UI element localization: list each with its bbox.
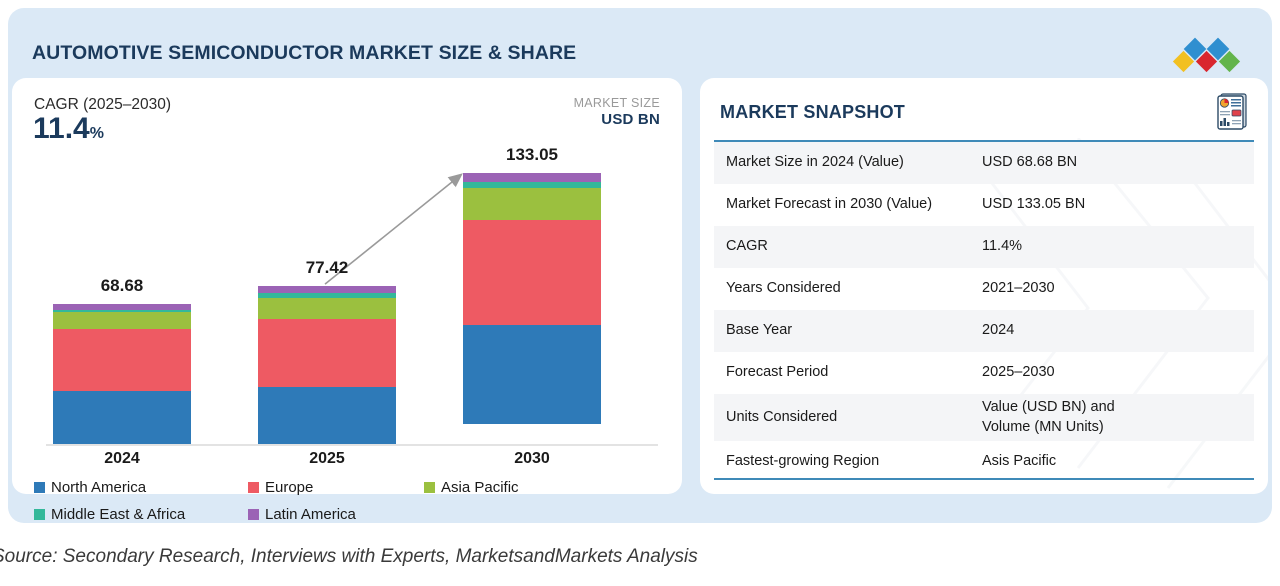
legend-label: Latin America	[265, 506, 356, 523]
legend-label: Europe	[265, 479, 314, 496]
snapshot-row: Market Size in 2024 (Value) USD 68.68 BN	[714, 142, 1254, 184]
snapshot-row-key: Market Forecast in 2030 (Value)	[726, 196, 933, 213]
legend-swatch-icon	[34, 482, 45, 493]
snapshot-row-key: Base Year	[726, 322, 793, 339]
bar-total-label-2030: 133.05	[506, 144, 558, 164]
bar-segment-latin-america	[53, 303, 191, 311]
bar-segment-latin-america	[258, 286, 396, 293]
snapshot-row-value: 2025–2030	[982, 364, 1055, 381]
cagr-percent-sign: %	[89, 125, 104, 142]
snapshot-row: Units Considered Value (USD BN) and Volum…	[714, 394, 1254, 442]
bar-segment-asia-pacific	[258, 298, 396, 320]
x-axis-line	[46, 444, 658, 446]
bar-segment-europe	[53, 328, 191, 391]
x-label-2024: 2024	[104, 450, 140, 467]
legend-item-middle-east-africa[interactable]: Middle East & Africa	[34, 506, 248, 523]
chart-legend: North America Europe Asia Pacific Middle Ea…	[34, 474, 674, 528]
legend-item-europe[interactable]: Europe	[248, 479, 424, 496]
page-title: AUTOMOTIVE SEMICONDUCTOR MARKET SIZE & S…	[32, 42, 577, 64]
snapshot-row-key: CAGR	[726, 238, 768, 255]
bar-total-label-2024: 68.68	[100, 275, 144, 295]
bar-segment-middle-east-africa	[463, 181, 601, 188]
bar-2030	[463, 172, 601, 444]
legend-label: Middle East & Africa	[51, 506, 186, 523]
snapshot-table: Market Size in 2024 (Value) USD 68.68 BN M…	[714, 142, 1254, 483]
snapshot-row-value: 2024	[982, 322, 1015, 339]
snapshot-row: Years Considered 2021–2030	[714, 268, 1254, 310]
snapshot-row: Market Forecast in 2030 (Value) USD 133.0…	[714, 184, 1254, 226]
bar-segment-latin-america	[463, 172, 601, 182]
bar-segment-middle-east-africa	[53, 310, 191, 313]
snapshot-top-rule	[714, 140, 1254, 142]
marketsandmarkets-logo-icon	[1172, 37, 1241, 73]
snapshot-row-value: 2021–2030	[982, 280, 1055, 297]
legend-swatch-icon	[248, 509, 259, 520]
market-size-label: MARKET SIZE	[573, 96, 660, 110]
cagr-label: CAGR (2025–2030)	[34, 96, 171, 113]
snapshot-row-key: Forecast Period	[726, 364, 829, 381]
cagr-value: 11.4%	[33, 114, 104, 144]
snapshot-row-value: Value (USD BN) and Volume (MN Units)	[982, 399, 1115, 435]
bar-segment-north-america	[258, 386, 396, 444]
bar-segment-north-america	[463, 324, 601, 424]
snapshot-row-key: Units Considered	[726, 408, 838, 425]
snapshot-row-key: Market Size in 2024 (Value)	[726, 154, 904, 171]
market-size-unit: USD BN	[601, 111, 660, 128]
legend-label: North America	[51, 479, 147, 496]
snapshot-bottom-rule	[714, 478, 1254, 480]
snapshot-row-key: Fastest-growing Region	[726, 453, 880, 470]
snapshot-title: MARKET SNAPSHOT	[720, 102, 906, 122]
x-label-2025: 2025	[309, 450, 345, 467]
legend-item-north-america[interactable]: North America	[34, 479, 248, 496]
legend-row: Middle East & Africa Latin America	[34, 501, 674, 528]
snapshot-row-key: Years Considered	[726, 280, 841, 297]
report-document-icon	[1217, 93, 1247, 130]
bar-2025	[258, 286, 396, 444]
snapshot-row: Fastest-growing Region Asis Pacific	[714, 441, 1254, 483]
bar-segment-north-america	[53, 390, 191, 444]
snapshot-row-value: 11.4%	[982, 238, 1023, 255]
bar-segment-middle-east-africa	[258, 292, 396, 299]
bar-segment-europe	[463, 220, 601, 325]
legend-swatch-icon	[424, 482, 435, 493]
x-label-2030: 2030	[514, 450, 550, 467]
chart-card: CAGR (2025–2030) 11.4% MARKET SIZE USD B…	[12, 78, 682, 523]
legend-item-latin-america[interactable]: Latin America	[248, 506, 462, 523]
bar-total-label-2025: 77.42	[305, 258, 349, 278]
cagr-number: 11.4	[33, 112, 90, 145]
legend-item-asia-pacific[interactable]: Asia Pacific	[424, 479, 600, 496]
legend-label: Asia Pacific	[441, 479, 519, 496]
source-note: Source: Secondary Research, Interviews w…	[0, 546, 698, 567]
snapshot-row: Forecast Period 2025–2030	[714, 352, 1254, 394]
bar-segment-asia-pacific	[463, 187, 601, 221]
bar-segment-europe	[258, 319, 396, 387]
bar-segment-asia-pacific	[53, 312, 191, 329]
snapshot-row-value: USD 133.05 BN	[982, 196, 1086, 213]
legend-swatch-icon	[248, 482, 259, 493]
snapshot-row-value: USD 68.68 BN	[982, 154, 1078, 171]
snapshot-row-value: Asis Pacific	[982, 453, 1057, 470]
snapshot-row: CAGR 11.4%	[714, 226, 1254, 268]
snapshot-row: Base Year 2024	[714, 310, 1254, 352]
legend-swatch-icon	[34, 509, 45, 520]
market-snapshot-card: MARKET SNAPSHOT Market Size in 2024 (Val…	[700, 78, 1268, 494]
stacked-bar-chart: 68.68 77.42 133.05	[34, 128, 664, 446]
legend-row: North America Europe Asia Pacific	[34, 474, 674, 501]
bar-2024	[53, 303, 191, 444]
x-axis-labels: 2024 2025 2030	[34, 450, 664, 472]
